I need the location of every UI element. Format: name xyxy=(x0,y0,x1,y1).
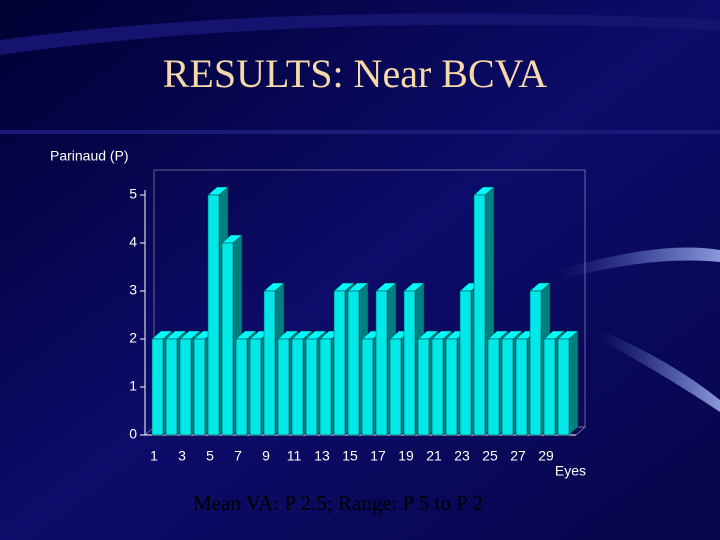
bar-front xyxy=(487,338,500,436)
bar-front xyxy=(263,290,276,436)
x-tick-label: 1 xyxy=(150,448,158,464)
y-tick-label: 1 xyxy=(129,378,137,394)
bar-front xyxy=(235,338,248,436)
bar-front xyxy=(543,338,556,436)
bar-front xyxy=(445,338,458,436)
y-tick-label: 2 xyxy=(129,330,137,346)
bar-front xyxy=(207,194,220,436)
bar-front xyxy=(361,338,374,436)
x-tick-label: 11 xyxy=(287,448,302,464)
slide-title: RESULTS: Near BCVA xyxy=(163,51,548,96)
bar-front xyxy=(291,338,304,436)
bar-front xyxy=(319,338,332,436)
bar-front xyxy=(179,338,192,436)
y-tick-label: 0 xyxy=(129,426,137,442)
bar-front xyxy=(151,338,164,436)
x-tick-label: 21 xyxy=(426,448,442,464)
y-tick-label: 4 xyxy=(129,234,137,250)
x-tick-label: 13 xyxy=(314,448,330,464)
x-tick-label: 19 xyxy=(398,448,414,464)
y-tick-label: 3 xyxy=(129,282,137,298)
bar-front xyxy=(403,290,416,436)
bar-front xyxy=(557,338,570,436)
bar-front xyxy=(431,338,444,436)
x-tick-label: 9 xyxy=(262,448,270,464)
bar-side xyxy=(568,330,579,436)
bar-front xyxy=(347,290,360,436)
bar-front xyxy=(515,338,528,436)
swoosh xyxy=(0,13,720,55)
band xyxy=(0,130,720,134)
x-tick-label: 27 xyxy=(510,448,526,464)
y-tick-label: 5 xyxy=(129,186,137,202)
bar-front xyxy=(389,338,402,436)
x-tick-label: 7 xyxy=(234,448,242,464)
x-tick-label: 5 xyxy=(206,448,214,464)
swoosh xyxy=(600,330,720,412)
x-tick-label: 17 xyxy=(370,448,386,464)
x-tick-label: 3 xyxy=(178,448,186,464)
y-axis-label: Parinaud (P) xyxy=(50,148,129,164)
bar-front xyxy=(277,338,290,436)
x-tick-label: 15 xyxy=(342,448,358,464)
bar-front xyxy=(221,242,234,436)
x-tick-label: 29 xyxy=(538,448,554,464)
bar-front xyxy=(193,338,206,436)
bar xyxy=(557,330,579,436)
x-axis-label: Eyes xyxy=(555,463,586,479)
swoosh xyxy=(560,247,720,280)
x-tick-label: 25 xyxy=(482,448,498,464)
bar-front xyxy=(249,338,262,436)
bar-front xyxy=(375,290,388,436)
caption: Mean VA: P 2.5; Range: P 5 to P 2 xyxy=(193,491,483,515)
bar-front xyxy=(333,290,346,436)
bar-front xyxy=(501,338,514,436)
bar-front xyxy=(473,194,486,436)
bar-front xyxy=(165,338,178,436)
bar-front xyxy=(305,338,318,436)
bar-front xyxy=(529,290,542,436)
bar-front xyxy=(459,290,472,436)
bar-front xyxy=(417,338,430,436)
x-tick-label: 23 xyxy=(454,448,470,464)
